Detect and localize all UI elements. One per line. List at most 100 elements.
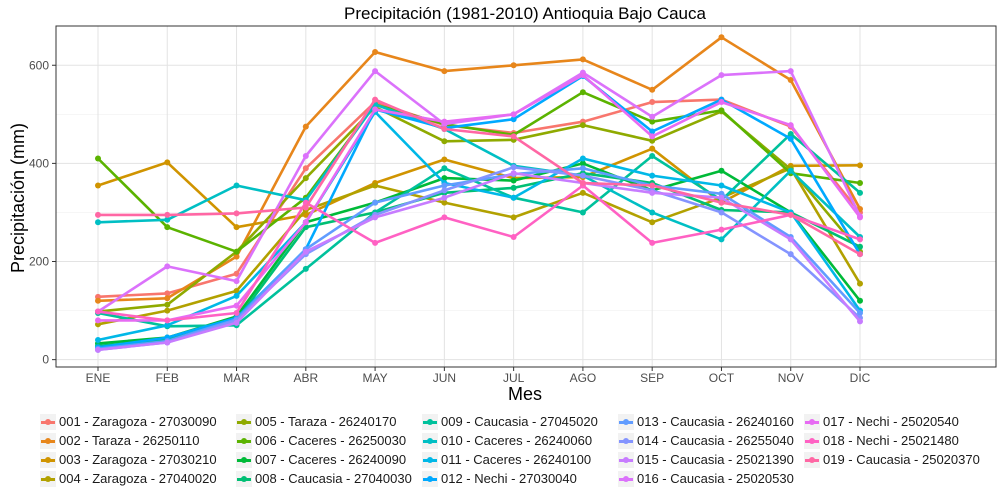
- legend-label: 012 - Nechi - 27030040: [441, 471, 577, 486]
- data-point: [441, 68, 448, 75]
- x-tick-labels: ENE FEB MAR ABR MAY JUN JUL AGO SEP OCT NOV DIC: [86, 371, 871, 385]
- data-point: [857, 251, 863, 258]
- data-point: [372, 239, 379, 246]
- data-point: [649, 209, 656, 216]
- series-line: [98, 73, 862, 322]
- data-point: [718, 199, 725, 206]
- data-point: [164, 339, 171, 346]
- axis-ticks: [52, 64, 861, 371]
- legend-label: 014 - Caucasia - 26255040: [637, 433, 794, 448]
- data-point: [718, 99, 725, 106]
- data-point: [95, 308, 101, 315]
- legend-key: [618, 451, 634, 468]
- data-point: [233, 302, 240, 309]
- legend-item: 018 - Nechi - 25021480: [804, 431, 1000, 450]
- x-tick-label: OCT: [709, 371, 735, 385]
- data-point: [787, 135, 794, 142]
- data-point: [233, 310, 240, 317]
- data-point: [649, 99, 656, 106]
- data-point: [233, 210, 240, 217]
- data-point: [302, 265, 309, 272]
- data-point: [649, 118, 656, 125]
- data-point: [302, 248, 309, 255]
- legend-item: 011 - Caceres - 26240100: [422, 450, 618, 469]
- legend-key: [40, 451, 56, 468]
- legend-key: [618, 432, 634, 449]
- data-point: [372, 199, 379, 206]
- data-point: [649, 182, 656, 189]
- data-point: [857, 297, 863, 304]
- legend-item: 007 - Caceres - 26240090: [236, 450, 422, 469]
- legend-key: [422, 470, 438, 487]
- series-line: [97, 147, 861, 229]
- legend-item: 019 - Caucasia - 25020370: [804, 450, 1000, 469]
- data-point: [164, 307, 171, 314]
- legend-label: 007 - Caceres - 26240090: [255, 452, 407, 467]
- legend-label: 018 - Nechi - 25021480: [823, 433, 959, 448]
- data-point: [857, 214, 863, 221]
- data-point: [649, 172, 656, 179]
- legend-label: 006 - Caceres - 26250030: [255, 433, 407, 448]
- data-point: [579, 209, 586, 216]
- legend-key: [804, 432, 820, 449]
- data-point: [649, 133, 656, 140]
- data-point: [718, 209, 725, 216]
- data-point: [718, 167, 725, 174]
- legend-key: [804, 413, 820, 430]
- x-tick-label: MAY: [363, 371, 388, 385]
- data-point: [302, 204, 309, 211]
- data-point: [372, 182, 379, 189]
- data-point: [302, 123, 309, 130]
- data-point: [233, 253, 240, 260]
- data-point: [579, 160, 586, 167]
- data-point: [649, 145, 656, 152]
- legend-label: 010 - Caceres - 26240060: [441, 433, 593, 448]
- data-point: [510, 170, 517, 177]
- y-tick-label: 400: [29, 156, 49, 170]
- data-point: [857, 243, 863, 250]
- data-point: [164, 263, 171, 270]
- legend-item: 002 - Taraza - 26250110: [40, 431, 236, 450]
- legend-label: 015 - Caucasia - 25021390: [637, 452, 794, 467]
- data-point: [510, 133, 517, 140]
- data-point: [233, 319, 240, 326]
- series-line: [98, 98, 861, 256]
- data-point: [95, 337, 101, 344]
- data-point: [302, 165, 309, 172]
- legend-key: [422, 413, 438, 430]
- legend-key: [40, 413, 56, 430]
- y-tick-label: 200: [29, 255, 49, 269]
- data-point: [510, 111, 517, 118]
- legend-item: 013 - Caucasia - 26240160: [618, 412, 804, 431]
- data-point: [510, 233, 517, 240]
- series-line: [97, 184, 861, 322]
- data-point: [649, 189, 656, 196]
- data-point: [857, 180, 863, 187]
- data-point: [233, 292, 240, 299]
- data-point: [857, 318, 863, 325]
- data-point: [579, 155, 586, 162]
- data-point: [95, 219, 101, 226]
- data-point: [441, 126, 448, 133]
- legend-item: 003 - Zaragoza - 27030210: [40, 450, 236, 469]
- data-point: [718, 182, 725, 189]
- legend-key: [618, 470, 634, 487]
- data-point: [579, 56, 586, 63]
- legend-key: [236, 432, 252, 449]
- data-point: [233, 278, 240, 285]
- data-point: [510, 184, 517, 191]
- data-point: [441, 182, 448, 189]
- legend-label: 002 - Taraza - 26250110: [59, 433, 200, 448]
- legend-label: 016 - Caucasia - 25020530: [637, 471, 794, 486]
- legend-key: [236, 451, 252, 468]
- data-point: [579, 189, 586, 196]
- data-point: [164, 211, 171, 218]
- data-point: [372, 49, 379, 56]
- data-point: [372, 106, 379, 113]
- data-point: [302, 175, 309, 182]
- data-point: [95, 211, 101, 218]
- x-tick-label: FEB: [156, 371, 179, 385]
- data-point: [857, 162, 863, 169]
- x-axis-label: Mes: [508, 384, 542, 404]
- series-17: [95, 72, 863, 324]
